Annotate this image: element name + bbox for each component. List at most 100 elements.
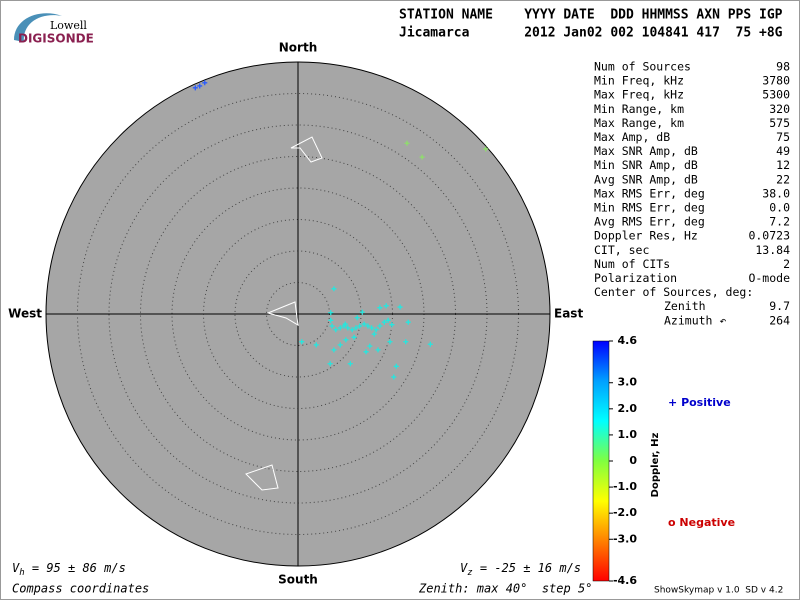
source-point [329,323,335,329]
value-text: = 95 ± 86 m/s [25,561,126,575]
logo-top: Lowell [50,19,87,32]
legend-label: Negative [679,516,735,529]
colorbar-tick-label: -1.0 [613,480,637,493]
stat-label: Max SNR Amp, dB [594,144,698,158]
source-point [337,325,343,331]
source-point [345,325,351,331]
value-text: = -25 ± 16 m/s [473,561,581,575]
colorbar-tick-label: -4.6 [613,574,637,587]
source-point [197,83,203,89]
colorbar [592,340,610,582]
source-point [419,154,425,160]
stat-value: 98 [776,60,790,74]
version: ShowSkymap v 1.0 SD v 4.2 [654,586,783,596]
compass-label: West [8,307,42,321]
source-point [377,305,383,311]
source-point [327,361,333,367]
stat-label: Avg RMS Err, deg [594,215,705,229]
source-point [405,319,411,325]
source-point [365,323,371,329]
legend-negative: o Negative [668,516,735,529]
source-point [347,361,353,367]
stat-value: 320 [769,102,790,116]
source-point [393,363,399,369]
polar-plot [45,61,551,567]
stat-label: Azimuth ↶ [664,313,726,327]
source-point [337,342,343,348]
symbol: V [460,561,468,575]
source-point [361,321,367,327]
source-point [354,315,360,321]
stat-value: 3780 [762,74,790,88]
stat-value: 0.0723 [748,229,790,243]
source-point [313,342,319,348]
stat-value: 264 [769,313,790,327]
stat-value: 22 [776,172,790,186]
stat-value: 7.2 [769,215,790,229]
colorbar-tick-label: 2.0 [618,402,638,415]
source-point [192,85,198,91]
stat-value: 2 [783,257,790,271]
source-point [342,321,348,327]
source-point [427,341,433,347]
source-point [299,339,305,345]
stat-value: O-mode [748,271,790,285]
logo-swoosh [14,13,62,42]
stat-value: 9.7 [769,299,790,313]
source-point [483,146,489,152]
header-row: Jicamarca 2012 Jan02 002 104841 417 75 +… [399,26,783,41]
source-point [331,347,337,353]
logo-bottom: DIGISONDE [18,32,94,46]
zenith-note: Zenith: max 40° step 5° [418,582,592,596]
stat-value: 5300 [762,88,790,102]
stat-label: Max Range, km [594,116,684,130]
subscript: h [19,568,24,578]
colorbar-tick-label: -3.0 [613,532,637,545]
source-point [377,323,383,329]
vh-text: Vh = 95 ± 86 m/s [12,561,126,578]
colorbar-title: Doppler, Hz [650,433,661,498]
legend-marker: + [668,396,677,409]
stat-value: 49 [776,144,790,158]
vz-text: Vz = -25 ± 16 m/s [460,561,581,578]
stat-label: Avg SNR Amp, dB [594,172,698,186]
source-point [381,319,387,325]
source-point [349,327,355,333]
stat-label: Max Amp, dB [594,130,670,144]
compass-label: South [278,573,318,587]
source-point [333,327,339,333]
source-point [331,286,337,292]
coords-note: Compass coordinates [12,582,149,596]
source-point [328,317,334,323]
arrow-outline [290,136,323,163]
source-point [359,309,365,315]
source-point [367,343,373,349]
compass-label: North [279,41,317,55]
stat-value: 0.0 [769,201,790,215]
stat-label: Num of CITs [594,257,670,271]
source-point [375,347,381,353]
stat-label: CIT, sec [594,243,649,257]
stat-label: Doppler Res, Hz [594,229,698,243]
source-point [353,325,359,331]
colorbar-tick-label: 0 [629,454,637,467]
compass-label: East [554,307,583,321]
stat-label: Min Range, km [594,102,684,116]
source-point [369,325,375,331]
stat-label: Min Freq, kHz [594,74,684,88]
legend-marker: o [668,516,676,529]
stat-label: Polarization [594,271,677,285]
subscript: z [467,568,472,578]
stat-label: Max RMS Err, deg [594,186,705,200]
arrow-outline [245,464,279,491]
colorbar-tick-label: 1.0 [618,428,638,441]
source-point [328,310,334,316]
stat-value: 75 [776,130,790,144]
stat-label: Zenith [664,299,706,313]
stat-value: 12 [776,158,790,172]
symbol: V [12,561,20,575]
source-point [387,339,393,345]
colorbar-tick-label: 4.6 [618,334,638,347]
source-point [343,337,349,343]
